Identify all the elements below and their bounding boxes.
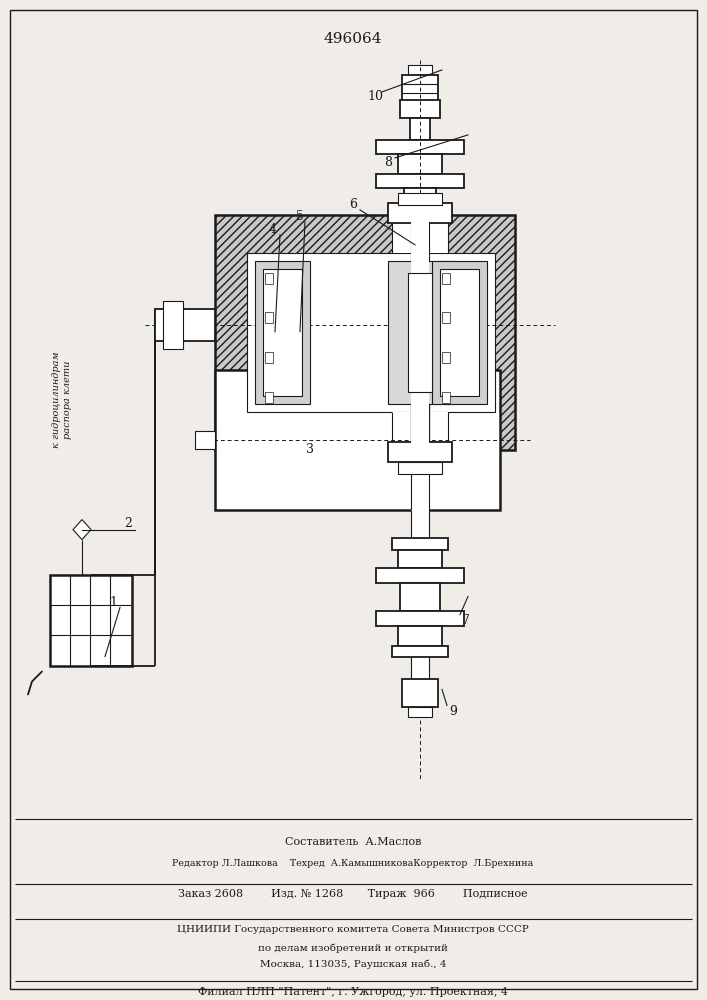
Bar xyxy=(411,370,429,462)
Text: 1: 1 xyxy=(109,596,117,609)
Bar xyxy=(440,269,479,396)
Text: Редактор Л.Лашкова    Техред  А.КамышниковаКорректор  Л.Брехнина: Редактор Л.Лашкова Техред А.КамышниковаК… xyxy=(173,859,534,868)
Text: Составитель  А.Маслов: Составитель А.Маслов xyxy=(285,837,421,847)
Bar xyxy=(265,273,273,284)
Text: Москва, 113035, Раушская наб., 4: Москва, 113035, Раушская наб., 4 xyxy=(259,959,446,969)
Bar xyxy=(265,352,273,363)
Text: 496064: 496064 xyxy=(324,32,382,46)
Bar xyxy=(398,626,442,646)
Text: 6: 6 xyxy=(349,198,357,211)
Text: 9: 9 xyxy=(449,705,457,718)
Text: 5: 5 xyxy=(296,210,304,223)
Bar xyxy=(392,646,448,657)
Bar xyxy=(263,269,302,396)
Bar xyxy=(215,370,500,510)
Bar xyxy=(398,550,442,568)
Bar xyxy=(265,392,273,403)
Text: Филиал ПЛП "Патент", г. Ужгород, ул. Проектная, 4: Филиал ПЛП "Патент", г. Ужгород, ул. Про… xyxy=(198,987,508,997)
Bar xyxy=(402,679,438,707)
Bar xyxy=(398,193,442,205)
Bar xyxy=(404,188,436,211)
Bar xyxy=(388,203,452,223)
Bar xyxy=(376,611,464,626)
Text: 7: 7 xyxy=(462,614,470,627)
Bar xyxy=(376,174,464,188)
Bar xyxy=(442,312,450,323)
Bar xyxy=(376,140,464,154)
Text: Заказ 2608        Изд. № 1268       Тираж  966        Подписное: Заказ 2608 Изд. № 1268 Тираж 966 Подписн… xyxy=(178,889,528,899)
Bar xyxy=(411,370,429,510)
Bar xyxy=(442,352,450,363)
Bar xyxy=(247,253,495,412)
Bar xyxy=(442,273,450,284)
Text: 8: 8 xyxy=(384,156,392,169)
Bar xyxy=(392,538,448,550)
Text: по делам изобретений и открытий: по делам изобретений и открытий xyxy=(258,943,448,953)
Bar xyxy=(408,273,432,392)
Bar xyxy=(388,261,453,404)
Bar xyxy=(432,261,487,404)
Bar xyxy=(408,65,432,75)
Bar xyxy=(376,568,464,583)
Text: 2: 2 xyxy=(124,517,132,530)
Bar xyxy=(442,392,450,403)
Bar xyxy=(411,215,429,450)
Bar xyxy=(155,309,215,341)
Bar xyxy=(195,431,215,449)
Bar xyxy=(265,312,273,323)
Text: 4: 4 xyxy=(269,223,277,236)
Bar xyxy=(411,657,429,679)
Text: к гидроцилиндрам
распора клети: к гидроцилиндрам распора клети xyxy=(52,351,71,448)
Bar xyxy=(163,301,183,349)
Bar xyxy=(388,442,452,462)
Text: 10: 10 xyxy=(367,90,383,103)
Bar xyxy=(255,261,310,404)
Bar xyxy=(392,215,448,253)
Bar xyxy=(392,412,448,450)
Bar xyxy=(411,510,429,538)
Bar xyxy=(215,215,515,450)
Bar xyxy=(398,154,442,174)
Bar xyxy=(410,118,430,140)
Bar xyxy=(50,575,132,666)
Text: 3: 3 xyxy=(306,443,314,456)
Bar xyxy=(408,707,432,717)
Bar xyxy=(400,583,440,611)
Bar xyxy=(400,100,440,118)
Polygon shape xyxy=(73,520,91,540)
Text: ЦНИИПИ Государственного комитета Совета Министров СССР: ЦНИИПИ Государственного комитета Совета … xyxy=(177,925,529,934)
Bar xyxy=(402,75,438,103)
Bar xyxy=(398,462,442,474)
